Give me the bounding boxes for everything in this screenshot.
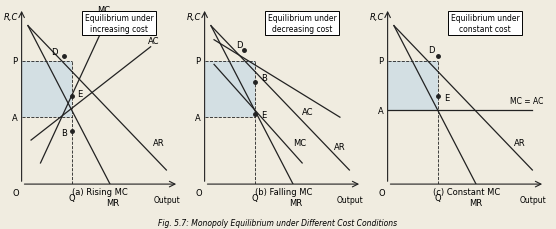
Text: MR: MR xyxy=(106,198,120,207)
Bar xyxy=(205,62,255,118)
Text: MC: MC xyxy=(292,139,306,148)
Text: MC: MC xyxy=(97,5,110,14)
Text: D: D xyxy=(236,41,242,49)
Text: O: O xyxy=(12,188,19,198)
Text: B: B xyxy=(261,74,267,83)
Text: AC: AC xyxy=(302,107,314,116)
Text: O: O xyxy=(378,188,385,198)
Text: Output: Output xyxy=(337,195,364,204)
Bar xyxy=(388,62,438,111)
Text: B: B xyxy=(61,128,67,137)
Text: Fig. 5.7: Monopoly Equilibrium under Different Cost Conditions: Fig. 5.7: Monopoly Equilibrium under Dif… xyxy=(158,218,398,227)
Text: D: D xyxy=(51,48,58,57)
Text: AR: AR xyxy=(334,142,346,151)
Text: Output: Output xyxy=(520,195,547,204)
Text: P: P xyxy=(13,57,18,66)
Text: R,C: R,C xyxy=(369,13,384,22)
Text: E: E xyxy=(77,90,82,99)
Text: Equilibrium under
decreasing cost: Equilibrium under decreasing cost xyxy=(268,14,336,34)
Text: AR: AR xyxy=(514,139,525,148)
Text: A: A xyxy=(195,113,201,122)
Text: MR: MR xyxy=(289,198,302,207)
X-axis label: (b) Falling MC: (b) Falling MC xyxy=(255,187,312,196)
Text: E: E xyxy=(444,93,449,102)
Text: P: P xyxy=(196,57,201,66)
Text: P: P xyxy=(379,57,384,66)
X-axis label: (a) Rising MC: (a) Rising MC xyxy=(72,187,128,196)
Text: Equilibrium under
constant cost: Equilibrium under constant cost xyxy=(451,14,519,34)
Text: MR: MR xyxy=(469,198,482,207)
Text: Output: Output xyxy=(154,195,181,204)
Text: A: A xyxy=(12,113,18,122)
Text: MC = AC: MC = AC xyxy=(510,97,544,106)
X-axis label: (c) Constant MC: (c) Constant MC xyxy=(433,187,500,196)
Text: O: O xyxy=(195,188,202,198)
Text: D: D xyxy=(429,46,435,55)
Text: Q: Q xyxy=(435,193,441,202)
Text: AR: AR xyxy=(153,139,165,148)
Text: Q: Q xyxy=(68,193,75,202)
Text: E: E xyxy=(261,111,266,120)
Text: AC: AC xyxy=(147,37,159,46)
Bar xyxy=(22,62,72,118)
Text: Equilibrium under
increasing cost: Equilibrium under increasing cost xyxy=(85,14,153,34)
Text: R,C: R,C xyxy=(3,13,18,22)
Text: Q: Q xyxy=(252,193,259,202)
Text: A: A xyxy=(378,106,384,115)
Text: R,C: R,C xyxy=(186,13,201,22)
